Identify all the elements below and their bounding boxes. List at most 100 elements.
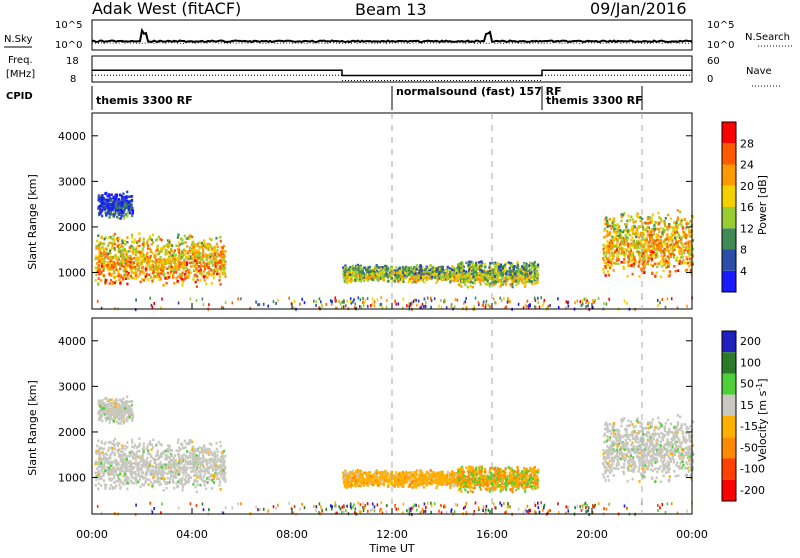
power-cell [517, 282, 519, 285]
power-noise-cell [316, 300, 318, 303]
power-noise-cell [178, 302, 180, 305]
nsearch-label: N.Search [745, 32, 790, 43]
power-cell [621, 216, 623, 219]
power-cell [602, 248, 604, 251]
power-cell [668, 225, 670, 228]
power-cell [116, 195, 118, 198]
power-cell [224, 255, 226, 258]
power-cell [212, 269, 214, 272]
power-cell [174, 254, 176, 257]
power-cell [635, 230, 637, 233]
velocity-cell [131, 463, 133, 466]
power-cell [217, 253, 219, 256]
power-cell [501, 277, 503, 280]
power-cell [622, 231, 624, 234]
power-cell [656, 255, 658, 258]
power-cell [210, 239, 212, 242]
power-cell [627, 275, 629, 278]
velocity-cell [210, 444, 212, 447]
power-noise-cell [267, 305, 269, 308]
power-cell [488, 277, 490, 280]
power-cell [687, 262, 689, 265]
power-cell [399, 270, 401, 273]
power-cell [640, 220, 642, 223]
power-cell [537, 264, 539, 267]
power-noise-cell [592, 300, 594, 303]
velocity-cell [161, 455, 163, 458]
power-cell [656, 272, 658, 275]
power-y-tick-label: 3000 [58, 175, 86, 188]
power-cell [146, 265, 148, 268]
power-cell [362, 275, 364, 278]
power-cell [679, 211, 681, 214]
power-cell [498, 269, 500, 272]
cpid-segment-label: themis 3300 RF [96, 94, 193, 107]
velocity-cell [217, 458, 219, 461]
power-cell [528, 279, 530, 282]
power-cell [625, 234, 627, 237]
power-cell [115, 268, 117, 271]
power-cell [224, 267, 226, 270]
power-cell [147, 258, 149, 261]
power-cell [451, 266, 453, 269]
power-cell [656, 233, 658, 236]
power-cell [101, 215, 103, 218]
power-noise-cell [346, 300, 348, 303]
power-cell [137, 268, 139, 271]
power-cell [180, 257, 182, 260]
power-cell [109, 242, 111, 245]
power-cell [354, 271, 356, 274]
power-cell [143, 254, 145, 257]
power-cell [135, 257, 137, 260]
power-cell [615, 262, 617, 265]
power-cell [151, 239, 153, 242]
power-cell [104, 238, 106, 241]
power-cell [491, 278, 493, 281]
velocity-cell [201, 463, 203, 466]
power-noise-cell [416, 304, 418, 307]
power-cell [442, 278, 444, 281]
power-cell [665, 266, 667, 269]
power-cell [673, 221, 675, 224]
power-cell [654, 263, 656, 266]
power-cell [134, 239, 136, 242]
power-cell [644, 259, 646, 262]
power-cell [608, 274, 610, 277]
power-cell [662, 263, 664, 266]
power-cell [613, 269, 615, 272]
power-cell [628, 264, 630, 267]
power-cell [110, 279, 112, 282]
power-cell [524, 283, 526, 286]
velocity-cell [200, 457, 202, 460]
power-cell [138, 245, 140, 248]
power-cell [494, 275, 496, 278]
power-cell [97, 257, 99, 260]
power-cell [116, 275, 118, 278]
velocity-cell [178, 456, 180, 459]
power-cell [627, 215, 629, 218]
power-noise-cell [582, 299, 584, 302]
power-noise-cell [501, 299, 503, 302]
power-cell [95, 258, 97, 261]
power-cell [387, 276, 389, 279]
power-cell [475, 271, 477, 274]
power-cell [470, 285, 472, 288]
power-cell [353, 274, 355, 277]
power-cell [647, 248, 649, 251]
power-noise-cell [196, 299, 198, 302]
power-cell [441, 268, 443, 271]
power-cell [185, 241, 187, 244]
power-y-tick-label: 1000 [58, 267, 86, 280]
power-cell [652, 251, 654, 254]
power-cell [162, 269, 164, 272]
power-cell [121, 199, 123, 202]
power-cell [402, 272, 404, 275]
power-cell [207, 254, 209, 257]
power-cell [188, 238, 190, 241]
power-cell [196, 275, 198, 278]
power-cell [134, 268, 136, 271]
velocity-cell [138, 450, 140, 453]
power-cell [201, 246, 203, 249]
power-noise-cell [365, 299, 367, 302]
power-cell [107, 256, 109, 259]
